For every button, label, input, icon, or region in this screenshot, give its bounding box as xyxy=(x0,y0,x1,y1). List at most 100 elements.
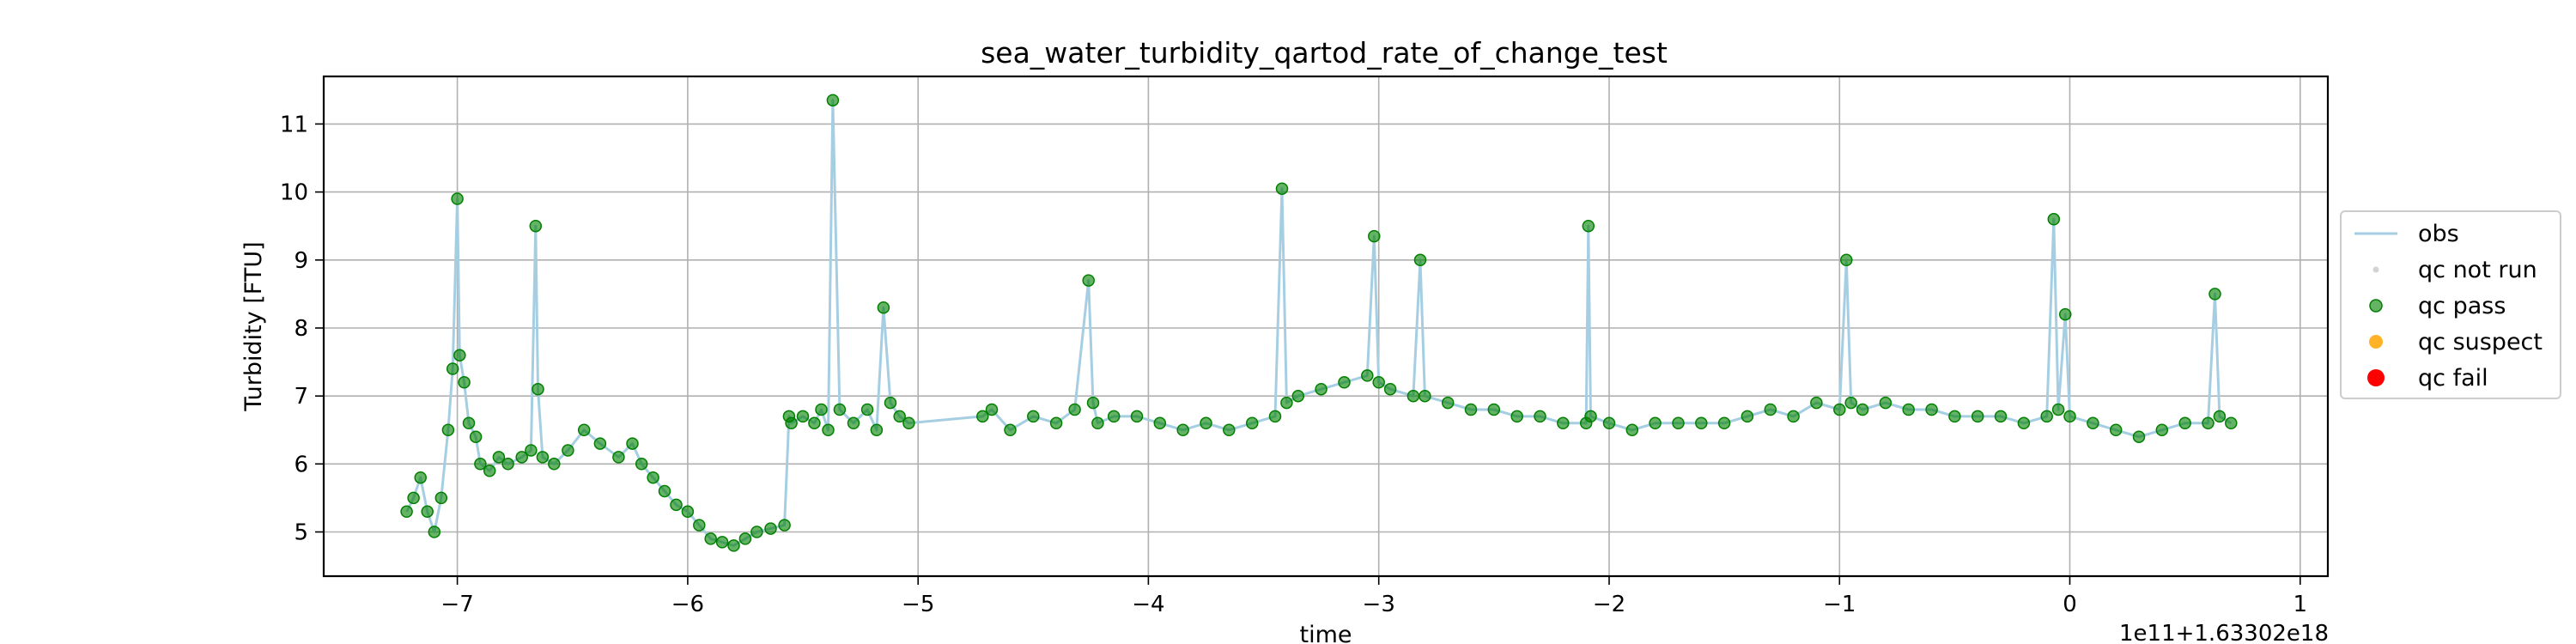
qc-pass-point xyxy=(428,526,441,538)
legend-label-qc-fail: qc fail xyxy=(2418,365,2488,392)
qc-pass-point xyxy=(870,423,884,437)
qc-pass-point xyxy=(1787,410,1800,423)
qc-pass-point xyxy=(976,410,989,423)
x-tick-label: −7 xyxy=(440,592,473,617)
legend-label-qc-not-run: qc not run xyxy=(2418,257,2537,283)
x-axis-label: time xyxy=(1299,622,1352,644)
qc-pass-point xyxy=(562,444,574,457)
y-tick-label: 11 xyxy=(280,112,308,137)
qc-pass-point xyxy=(492,451,506,464)
qc-pass-point xyxy=(1368,229,1381,243)
qc-pass-point xyxy=(446,362,459,375)
qc-pass-point xyxy=(434,491,448,505)
qc-pass-point xyxy=(548,458,561,471)
qc-pass-point xyxy=(1902,403,1915,416)
qc-pass-point xyxy=(1856,403,1869,416)
qc-pass-point xyxy=(1441,396,1455,410)
qc-pass-point xyxy=(833,403,847,416)
x-tick-label: −1 xyxy=(1823,592,1856,617)
qc-pass-point xyxy=(2058,307,2072,321)
qc-pass-point xyxy=(1879,396,1893,410)
y-axis-ticks: 5 6 7 8 9 10 11 xyxy=(280,112,324,546)
qc-pass-point xyxy=(1994,410,2008,423)
y-tick-label: 6 xyxy=(294,452,308,477)
legend-label-qc-pass: qc pass xyxy=(2418,293,2506,319)
x-tick-label: −6 xyxy=(671,592,704,617)
qc-pass-point xyxy=(764,522,777,535)
qc-pass-point xyxy=(515,451,528,464)
qc-pass-point xyxy=(1383,382,1397,396)
qc-pass-point xyxy=(1695,416,1708,430)
qc-pass-point xyxy=(1971,410,1984,423)
qc-pass-point xyxy=(536,451,550,464)
legend-qc-fail-marker xyxy=(2367,369,2385,386)
qc-pass-point xyxy=(727,539,740,552)
qc-pass-point xyxy=(1925,403,1938,416)
qc-pass-point xyxy=(985,403,999,416)
qc-pass-point xyxy=(1107,410,1121,423)
qc-pass-point xyxy=(1176,423,1189,437)
qc-pass-point xyxy=(483,465,496,477)
qc-pass-point xyxy=(2063,410,2076,423)
qc-pass-point xyxy=(1372,376,1385,389)
qc-pass-point xyxy=(501,458,514,471)
qc-pass-point xyxy=(893,410,906,423)
qc-pass-point xyxy=(474,458,487,471)
qc-pass-point xyxy=(469,430,483,443)
qc-pass-point xyxy=(902,416,915,430)
qc-pass-point xyxy=(1130,410,1144,423)
qc-pass-point xyxy=(458,376,471,389)
qc-pass-point xyxy=(1086,396,1100,410)
qc-pass-series xyxy=(400,94,2238,552)
qc-pass-point xyxy=(658,484,671,498)
qc-pass-point xyxy=(441,423,455,437)
qc-pass-point xyxy=(778,519,791,532)
qc-pass-point xyxy=(1844,396,1857,410)
y-axis-label: Turbidity [FTU] xyxy=(240,241,267,411)
qc-pass-point xyxy=(670,498,683,512)
qc-pass-point xyxy=(738,532,752,545)
qc-pass-point xyxy=(1741,410,1754,423)
legend-qc-pass-marker xyxy=(2369,299,2383,313)
qc-pass-point xyxy=(1672,416,1685,430)
plot-frame xyxy=(322,75,2330,578)
y-tick-label: 8 xyxy=(294,316,308,342)
qc-pass-point xyxy=(577,423,591,437)
qc-pass-point xyxy=(626,437,639,450)
x-tick-label: −5 xyxy=(902,592,934,617)
qc-pass-point xyxy=(681,505,695,519)
qc-pass-point xyxy=(1510,410,1523,423)
y-tick-label: 9 xyxy=(294,248,308,274)
qc-pass-point xyxy=(2208,288,2221,301)
qc-pass-point xyxy=(2178,416,2191,430)
qc-pass-point xyxy=(2155,423,2169,437)
x-tick-label: −3 xyxy=(1363,592,1395,617)
x-axis-offset-label: 1e11+1.63302e18 xyxy=(2119,621,2329,644)
chart-title: sea_water_turbidity_qartod_rate_of_chang… xyxy=(981,36,1668,70)
qc-pass-point xyxy=(2051,403,2065,416)
grid-lines xyxy=(324,76,2328,576)
qc-pass-point xyxy=(693,519,706,532)
qc-pass-point xyxy=(1315,382,1327,396)
qc-pass-point xyxy=(822,423,835,437)
qc-pass-point xyxy=(2017,416,2031,430)
qc-pass-point xyxy=(1625,423,1639,437)
qc-pass-point xyxy=(462,416,476,430)
y-tick-label: 5 xyxy=(294,520,308,546)
qc-pass-point xyxy=(1534,410,1546,423)
legend-label-obs: obs xyxy=(2418,221,2459,247)
qc-pass-point xyxy=(1291,389,1305,403)
qc-pass-point xyxy=(884,396,897,410)
qc-pass-point xyxy=(796,410,810,423)
legend: obs qc not run qc pass qc suspect qc fai… xyxy=(2340,210,2561,399)
qc-pass-point xyxy=(2213,410,2227,423)
qc-pass-point xyxy=(1717,416,1731,430)
qc-pass-point xyxy=(2132,430,2146,443)
qc-pass-point xyxy=(1810,396,1823,410)
qc-pass-point xyxy=(860,403,874,416)
qc-pass-point xyxy=(1833,403,1846,416)
qc-pass-point xyxy=(704,532,717,545)
qc-pass-point xyxy=(1764,403,1777,416)
